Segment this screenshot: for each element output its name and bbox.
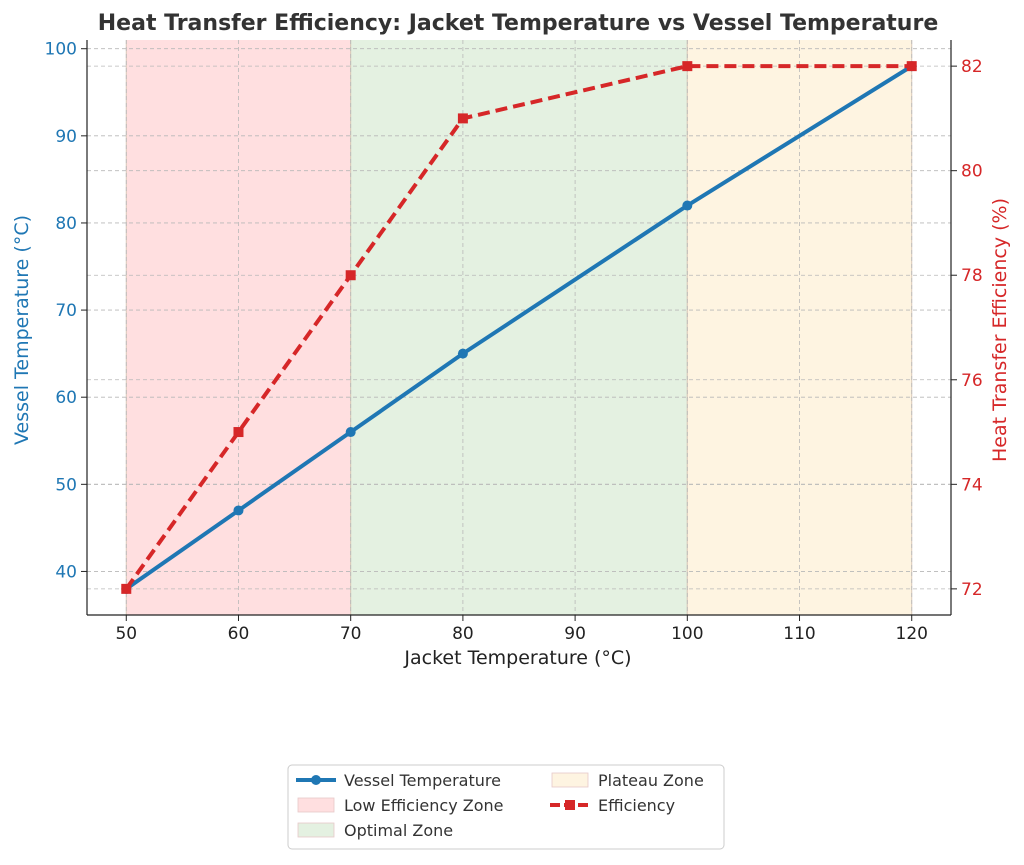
x-tick-label: 90 (564, 624, 586, 644)
y-right-tick-label: 76 (961, 371, 983, 391)
data-point-vessel-temperature (682, 200, 693, 211)
y-right-tick-label: 78 (961, 266, 983, 286)
series-line-vessel-temperature (125, 64, 913, 591)
legend-entry: Vessel Temperature (296, 771, 501, 790)
x-tick-label: 50 (115, 624, 137, 644)
legend: Vessel Temperature Low Efficiency Zone Opt… (287, 764, 725, 850)
x-tick-label: 80 (452, 624, 474, 644)
series-line-efficiency (124, 64, 912, 591)
legend-label: Optimal Zone (344, 821, 453, 840)
axes-layer: 50 60 70 80 90 100 110 120 40 50 60 70 80 90 100 72 74 76… (45, 40, 983, 644)
data-point-vessel-temperature (345, 427, 356, 438)
chart-title: Heat Transfer Efficiency: Jacket Tempera… (98, 11, 938, 36)
y-right-tick-label: 72 (961, 580, 983, 600)
x-tick-label: 60 (228, 624, 250, 644)
y-left-axis-label: Vessel Temperature (°C) (11, 215, 33, 445)
legend-entry: Optimal Zone (297, 821, 453, 840)
zone-optimal-zone (350, 40, 688, 615)
legend-swatch-zone (551, 772, 589, 788)
x-tick-label: 110 (783, 624, 815, 644)
y-right-tick-label: 82 (961, 57, 983, 77)
legend-entry: Plateau Zone (551, 771, 704, 790)
data-point-vessel-temperature (233, 505, 244, 516)
x-tick-label: 120 (896, 624, 928, 644)
legend-label: Efficiency (598, 796, 675, 815)
legend-label: Vessel Temperature (344, 771, 501, 790)
y-right-tick-label: 80 (961, 162, 983, 182)
legend-swatch-marker (565, 800, 575, 810)
data-point-efficiency (233, 427, 244, 438)
legend-entry: Low Efficiency Zone (297, 796, 503, 815)
x-tick-label: 70 (340, 624, 362, 644)
legend-swatch-zone (297, 822, 335, 838)
legend-swatch-marker (311, 775, 321, 785)
y-right-tick-label: 74 (961, 475, 983, 495)
legend-entry: Efficiency (550, 796, 675, 815)
legend-label: Plateau Zone (598, 771, 704, 790)
data-point-efficiency (345, 270, 356, 281)
y-left-tick-label: 60 (55, 388, 77, 408)
legend-box (287, 764, 725, 850)
grid-layer (87, 40, 951, 615)
y-left-tick-label: 70 (55, 301, 77, 321)
y-left-tick-label: 90 (55, 127, 77, 147)
data-point-efficiency (906, 61, 917, 72)
legend-label: Low Efficiency Zone (344, 796, 503, 815)
x-tick-label: 100 (671, 624, 703, 644)
y-left-tick-label: 100 (45, 40, 77, 60)
y-left-tick-label: 80 (55, 214, 77, 234)
zones-layer (125, 40, 913, 615)
y-left-tick-label: 50 (55, 475, 77, 495)
legend-swatch-zone (297, 797, 335, 813)
data-point-efficiency (121, 583, 132, 594)
y-right-axis-label: Heat Transfer Efficiency (%) (989, 198, 1011, 462)
data-point-efficiency (457, 113, 468, 124)
data-point-efficiency (682, 61, 693, 72)
x-axis-label: Jacket Temperature (°C) (403, 647, 631, 669)
y-left-tick-label: 40 (55, 562, 77, 582)
series-layer (121, 61, 917, 594)
data-point-vessel-temperature (457, 348, 468, 359)
